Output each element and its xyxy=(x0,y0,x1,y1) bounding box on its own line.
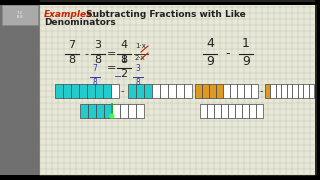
Bar xyxy=(104,104,112,118)
Bar xyxy=(230,84,237,98)
Bar xyxy=(228,104,235,118)
Bar xyxy=(200,104,207,118)
Bar xyxy=(308,84,314,98)
Bar xyxy=(103,84,111,98)
Bar xyxy=(265,84,270,98)
Bar xyxy=(168,84,176,98)
Bar xyxy=(237,84,244,98)
Bar xyxy=(40,5,315,175)
Text: 2: 2 xyxy=(120,69,128,79)
Text: Subtracting Fractions with Like: Subtracting Fractions with Like xyxy=(83,10,246,19)
Bar xyxy=(128,84,136,98)
Bar xyxy=(79,84,87,98)
Text: 1: 1 xyxy=(121,54,127,64)
Bar xyxy=(128,104,136,118)
Text: 9: 9 xyxy=(242,55,250,68)
Bar xyxy=(244,84,251,98)
Bar xyxy=(2,5,38,25)
Text: 7-3
8 8: 7-3 8 8 xyxy=(17,11,23,19)
Bar xyxy=(214,104,221,118)
Bar xyxy=(276,84,281,98)
Bar xyxy=(221,104,228,118)
Ellipse shape xyxy=(109,114,115,118)
Text: -: - xyxy=(226,48,230,60)
Bar xyxy=(216,84,223,98)
Bar xyxy=(207,104,214,118)
Text: 7: 7 xyxy=(92,64,97,73)
Text: 4: 4 xyxy=(206,37,214,50)
Bar xyxy=(287,84,292,98)
Bar xyxy=(152,84,160,98)
Bar xyxy=(235,104,242,118)
Text: -: - xyxy=(120,86,124,96)
Text: 1·x: 1·x xyxy=(135,43,146,49)
Bar xyxy=(96,104,104,118)
Bar xyxy=(242,104,249,118)
Bar xyxy=(195,84,202,98)
Bar xyxy=(112,104,120,118)
Text: 8: 8 xyxy=(94,55,101,65)
Text: 8: 8 xyxy=(120,55,128,65)
Text: −: − xyxy=(114,72,122,82)
Bar xyxy=(281,84,287,98)
Bar xyxy=(87,84,95,98)
Text: -: - xyxy=(84,49,88,59)
Bar xyxy=(55,84,63,98)
Text: -: - xyxy=(259,86,263,96)
Bar xyxy=(249,104,256,118)
Bar xyxy=(71,84,79,98)
Bar xyxy=(120,104,128,118)
Text: 8: 8 xyxy=(68,55,76,65)
Text: =: = xyxy=(107,49,117,59)
Bar xyxy=(292,84,298,98)
Text: 1: 1 xyxy=(242,37,250,50)
Text: 8: 8 xyxy=(92,78,97,87)
Bar xyxy=(160,84,168,98)
Bar xyxy=(0,5,40,175)
Bar xyxy=(63,84,71,98)
Bar xyxy=(209,84,216,98)
Bar xyxy=(80,104,88,118)
Bar xyxy=(251,84,258,98)
Bar xyxy=(202,84,209,98)
Bar xyxy=(270,84,276,98)
Bar xyxy=(176,84,184,98)
Bar xyxy=(136,104,144,118)
Bar xyxy=(136,84,144,98)
Bar xyxy=(111,84,119,98)
Bar xyxy=(144,84,152,98)
Text: 3: 3 xyxy=(94,40,101,50)
Text: 2·x: 2·x xyxy=(135,55,146,61)
Text: =: = xyxy=(107,63,117,73)
Bar xyxy=(298,84,303,98)
Text: 8: 8 xyxy=(136,78,140,87)
Text: 7: 7 xyxy=(68,40,76,50)
Text: 3: 3 xyxy=(136,64,140,73)
Text: Denominators: Denominators xyxy=(44,18,116,27)
Bar xyxy=(303,84,308,98)
Text: Examples:: Examples: xyxy=(44,10,96,19)
Bar xyxy=(95,84,103,98)
Bar xyxy=(256,104,263,118)
Text: 4: 4 xyxy=(120,40,128,50)
Text: 9: 9 xyxy=(206,55,214,68)
Bar xyxy=(223,84,230,98)
Bar xyxy=(88,104,96,118)
Bar xyxy=(184,84,192,98)
